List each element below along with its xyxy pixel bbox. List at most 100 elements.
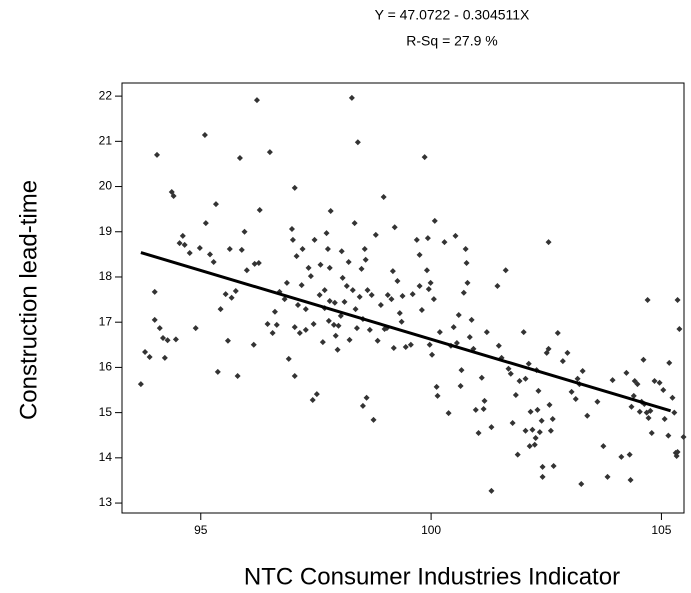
point: [429, 351, 436, 358]
point: [427, 279, 434, 286]
point: [170, 193, 177, 200]
point: [241, 228, 248, 235]
y-tick-label: 22: [99, 88, 113, 102]
point: [299, 245, 306, 252]
point: [457, 382, 464, 389]
point: [547, 427, 554, 434]
point: [549, 415, 556, 422]
point: [535, 387, 542, 394]
point: [294, 302, 301, 309]
point: [210, 259, 217, 266]
point: [618, 453, 625, 460]
point: [374, 337, 381, 344]
point: [509, 420, 516, 427]
y-tick-label: 18: [99, 269, 113, 283]
point: [665, 432, 672, 439]
point: [463, 259, 470, 266]
point: [453, 339, 460, 346]
point: [466, 334, 473, 341]
point: [488, 487, 495, 494]
point: [483, 329, 490, 336]
y-tick-label: 19: [99, 224, 113, 238]
point: [627, 476, 634, 483]
point: [452, 232, 459, 239]
point: [317, 261, 324, 268]
y-tick-label: 17: [99, 314, 113, 328]
point: [343, 283, 350, 290]
point: [159, 335, 166, 342]
point: [546, 401, 553, 408]
point: [281, 296, 288, 303]
point: [146, 354, 153, 361]
point: [339, 274, 346, 281]
point: [416, 283, 423, 290]
point: [550, 462, 557, 469]
point: [527, 408, 534, 415]
point: [647, 407, 654, 414]
x-tick-label: 105: [651, 523, 671, 537]
point: [402, 344, 409, 351]
regression-line: [140, 251, 672, 413]
point: [520, 329, 527, 336]
point: [433, 383, 440, 390]
point: [176, 240, 183, 247]
point: [648, 429, 655, 436]
point: [600, 443, 607, 450]
point: [495, 342, 502, 349]
point: [253, 97, 260, 104]
point: [534, 406, 541, 413]
point: [526, 443, 533, 450]
point: [364, 287, 371, 294]
point: [431, 217, 438, 224]
point: [327, 207, 334, 214]
point: [164, 337, 171, 344]
point: [271, 308, 278, 315]
point: [331, 299, 338, 306]
point: [425, 286, 432, 293]
point: [669, 394, 676, 401]
point: [545, 345, 552, 352]
point: [341, 298, 348, 305]
point: [674, 448, 681, 455]
point: [151, 316, 158, 323]
point: [186, 250, 193, 257]
point: [172, 336, 179, 343]
point: [522, 375, 529, 382]
point: [358, 265, 365, 272]
point: [269, 330, 276, 337]
point: [313, 391, 320, 398]
point: [222, 291, 229, 298]
point: [475, 429, 482, 436]
point: [660, 387, 667, 394]
chart-title: Y = 47.0722 - 0.304511X: [375, 7, 530, 23]
point: [217, 306, 224, 313]
point: [450, 324, 457, 331]
point: [302, 306, 309, 313]
point: [464, 279, 471, 286]
point: [255, 259, 262, 266]
point: [234, 372, 241, 379]
point: [480, 406, 487, 413]
point: [335, 322, 342, 329]
y-axis-label: Construction lead-time: [15, 180, 42, 420]
point: [394, 278, 401, 285]
point: [494, 283, 501, 290]
point: [289, 236, 296, 243]
point: [332, 332, 339, 339]
point: [539, 463, 546, 470]
point: [298, 282, 305, 289]
point: [481, 397, 488, 404]
point: [674, 297, 681, 304]
x-tick-label: 100: [421, 523, 441, 537]
point: [361, 245, 368, 252]
point: [441, 239, 448, 246]
point: [311, 236, 318, 243]
point: [676, 325, 683, 332]
point: [236, 155, 243, 162]
point: [488, 424, 495, 431]
point: [202, 220, 209, 227]
point: [296, 330, 303, 337]
point: [345, 259, 352, 266]
point: [337, 312, 344, 319]
point: [532, 434, 539, 441]
